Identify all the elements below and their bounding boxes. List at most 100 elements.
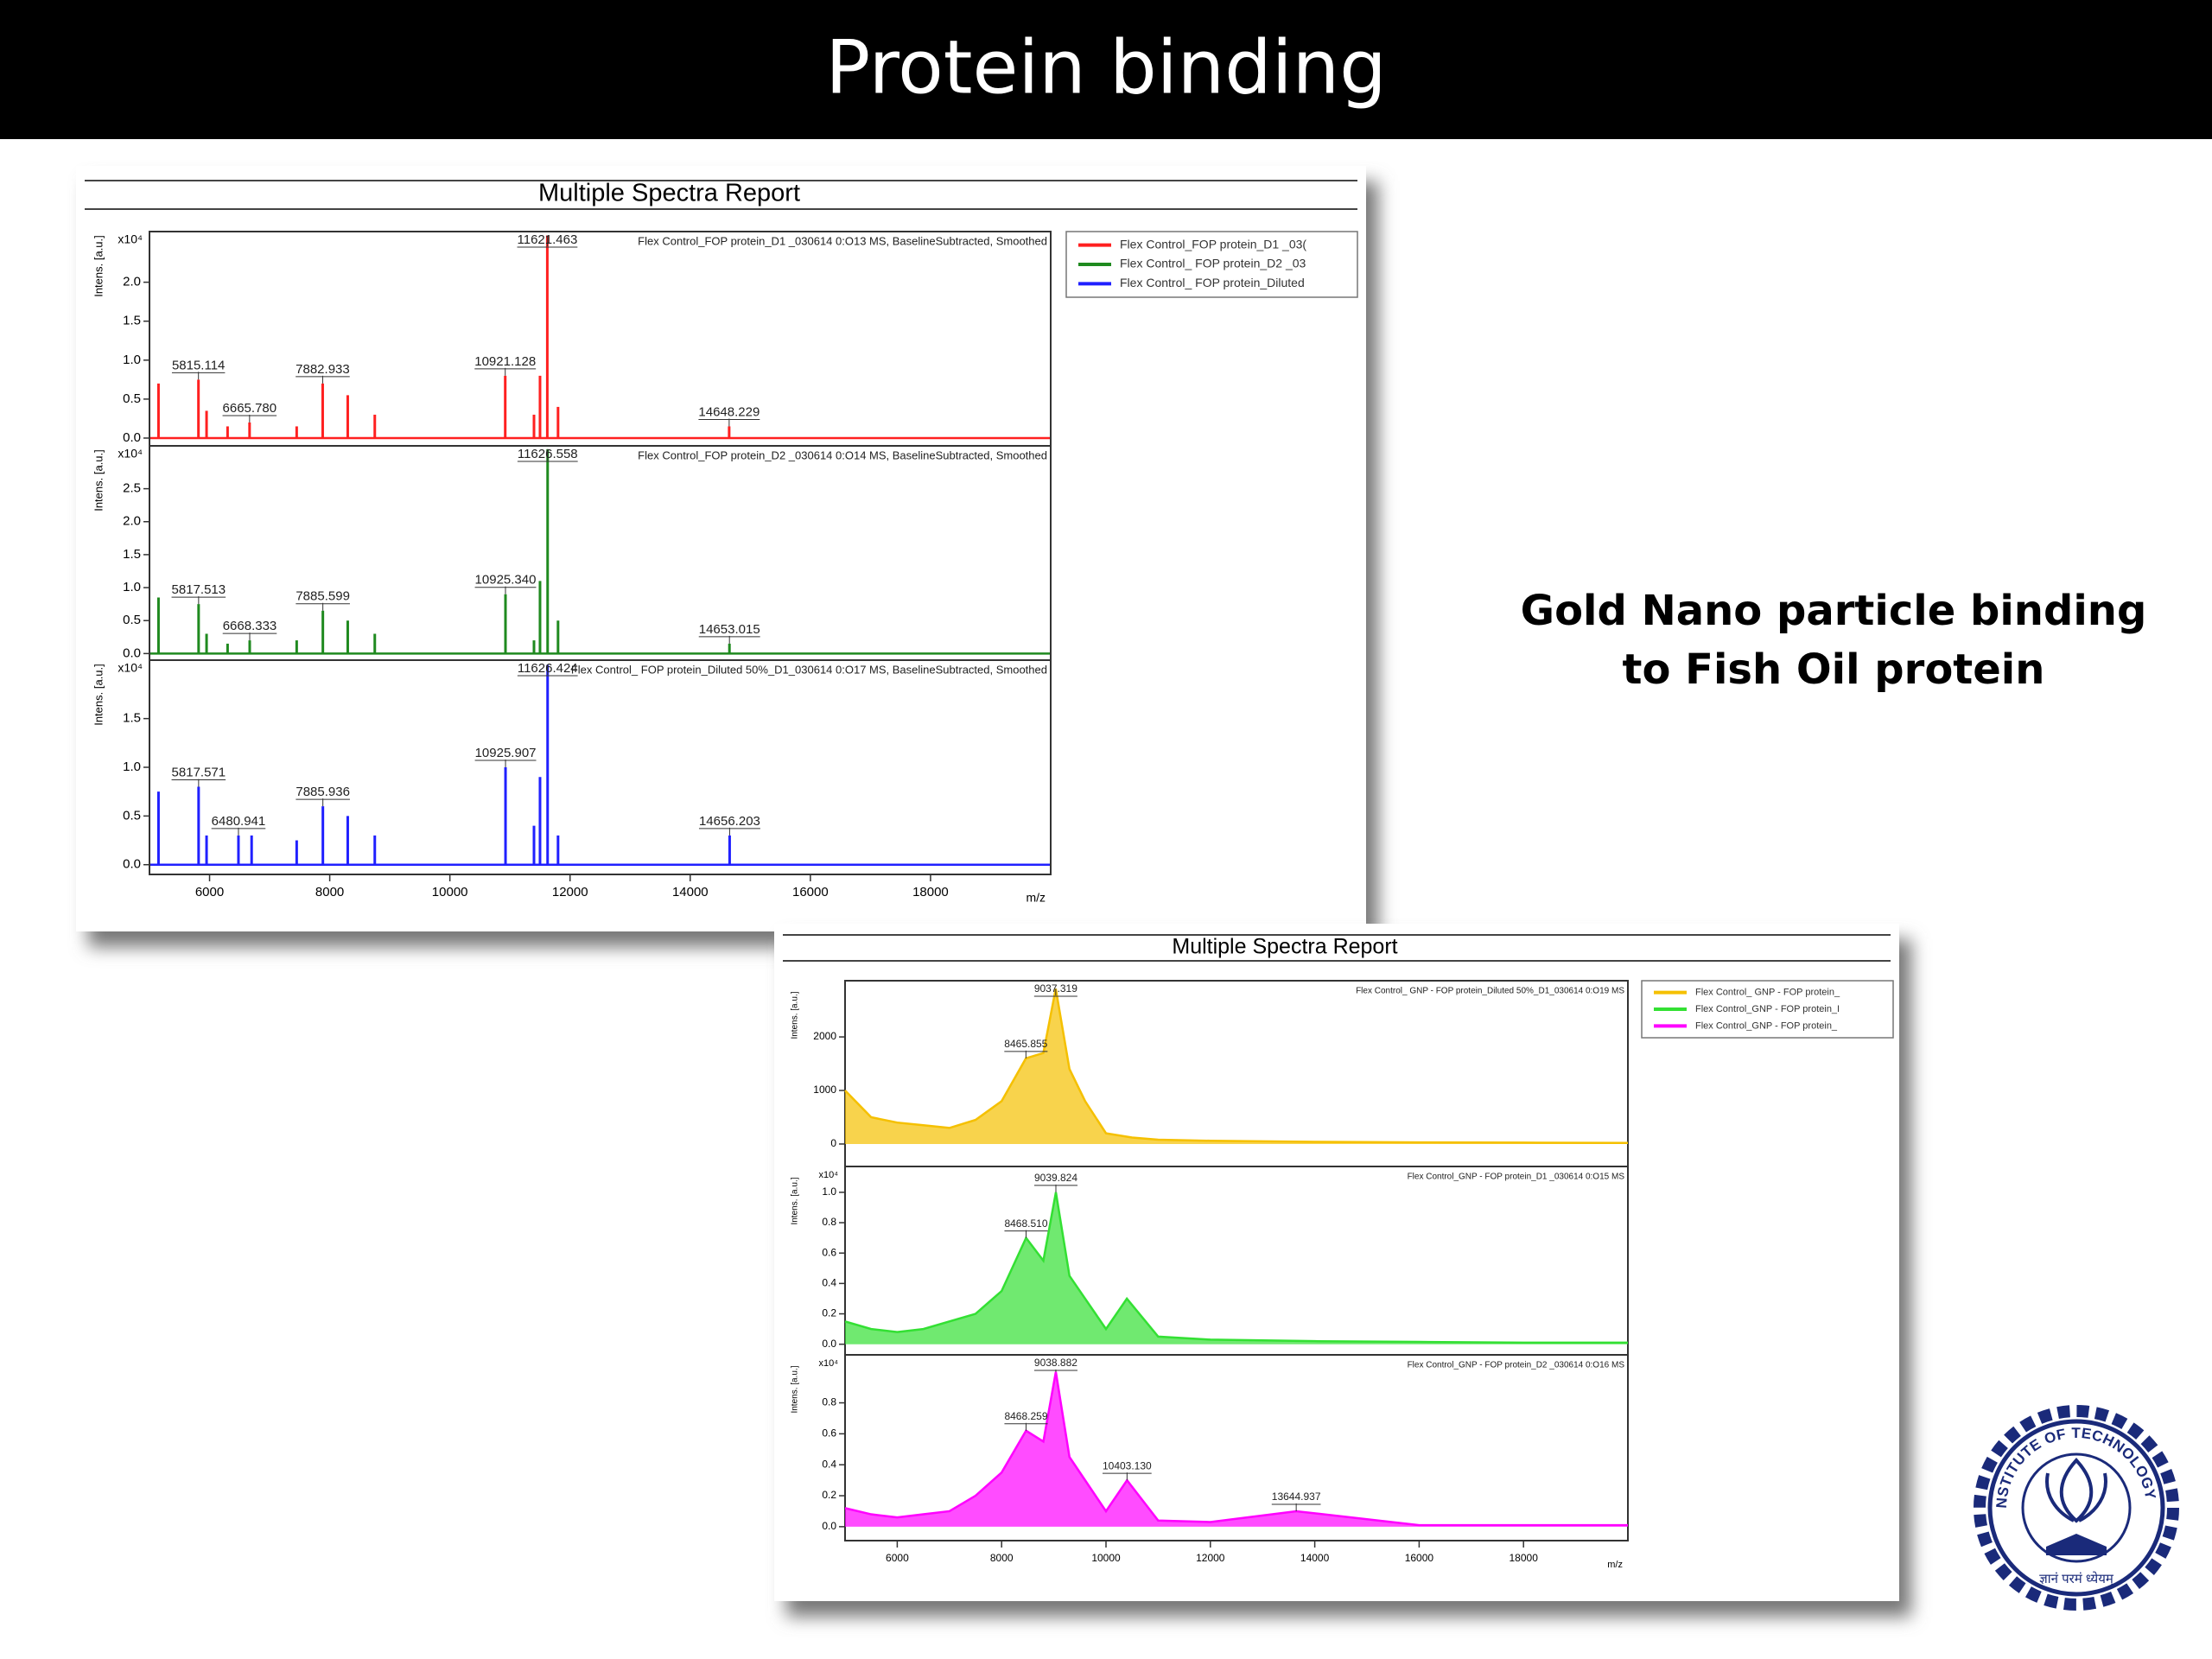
y-axis-label: Intens. [a.u.]	[92, 664, 105, 726]
peak-label: 10925.340	[475, 573, 537, 588]
peak-label: 7882.933	[296, 362, 350, 377]
y-tick-label: 0.2	[822, 1489, 836, 1501]
charts: Multiple Spectra Report Flex Control_FOP …	[76, 166, 1911, 1617]
peak-label: 10921.128	[474, 354, 536, 369]
x-axis-label: m/z	[1026, 891, 1046, 905]
y-tick-label: 1.0	[822, 1185, 836, 1198]
legend-label: Flex Control_ GNP - FOP protein_	[1695, 987, 1840, 997]
spectrum-panel: Intens. [a.u.] x10⁴ Flex Control_GNP - FOP…	[791, 1354, 1629, 1541]
peak-label: 10403.130	[1103, 1459, 1152, 1471]
spectrum-area	[845, 1371, 1628, 1527]
x-tick-label: 6000	[886, 1552, 909, 1564]
plot-area: 8468.259 9038.882 10403.130 13644.937	[844, 1357, 1628, 1527]
peak-label: 14653.015	[699, 622, 760, 637]
spectrum-panel: Intens. [a.u.] x10⁴ Flex Control_FOP prote…	[92, 231, 1052, 447]
y-tick-label: 0.0	[123, 857, 141, 872]
x-tick-label: 12000	[552, 885, 588, 899]
spectrum-panel: Intens. [a.u.] x10⁴ Flex Control_GNP - FOP…	[791, 1166, 1629, 1356]
legend-box	[1065, 231, 1358, 298]
y-tick-label: 0.0	[123, 645, 141, 660]
peak-label: 9039.824	[1034, 1172, 1077, 1184]
y-tick-label: 1.0	[123, 353, 141, 367]
peak-label: 8468.259	[1004, 1410, 1047, 1422]
y-tick-label: 0.6	[822, 1427, 836, 1440]
peak-label: 11626.558	[518, 447, 578, 461]
y-tick-label: 0.0	[822, 1338, 836, 1350]
y-tick-label: 0.5	[123, 613, 141, 627]
x-tick-label: 14000	[1300, 1552, 1330, 1564]
x-tick-label: 8000	[990, 1552, 1014, 1564]
y-tick-label: 1.5	[123, 314, 141, 328]
y-axis-label: Intens. [a.u.]	[791, 1365, 800, 1413]
title-bar	[0, 0, 2212, 139]
spectrum-area	[845, 988, 1628, 1144]
y-tick-label: 0.6	[822, 1246, 836, 1258]
panel-title: Flex Control_FOP protein_D1 _030614 0:O1…	[638, 234, 1047, 247]
panel-title: Flex Control_ GNP - FOP protein_Diluted …	[1356, 987, 1624, 996]
x-tick-label: 10000	[432, 885, 468, 899]
y-tick-label: 0.4	[822, 1277, 836, 1289]
peak-label: 5817.571	[172, 766, 226, 780]
y-tick-label: 2.0	[123, 275, 141, 289]
plot-area: 8468.510 9039.824	[844, 1172, 1628, 1344]
y-multiplier: x10⁴	[819, 1358, 839, 1369]
legend-label: Flex Control_GNP - FOP protein_	[1695, 1020, 1838, 1031]
peak-label: 9038.882	[1034, 1357, 1077, 1369]
x-tick-label: 10000	[1091, 1552, 1121, 1564]
plot-area: 5817.513 6668.333 7885.599 10925.340 11626.5…	[150, 447, 1050, 655]
spectrum-panel: Intens. [a.u.] x10⁴ Flex Control_FOP prote…	[92, 445, 1052, 661]
caption-line: to Fish Oil protein	[1623, 645, 2045, 694]
x-tick-label: 16000	[1405, 1552, 1434, 1564]
x-axis-label: m/z	[1607, 1560, 1623, 1570]
panel-frame	[844, 1354, 1629, 1541]
peak-label: 8468.510	[1004, 1217, 1047, 1230]
logo-inner	[2021, 1452, 2132, 1563]
logo-ring	[1987, 1419, 2165, 1597]
y-multiplier: x10⁴	[118, 232, 143, 246]
y-tick-label: 0.8	[822, 1396, 836, 1408]
report-title: Multiple Spectra Report	[538, 180, 800, 207]
x-tick-label: 8000	[315, 885, 344, 899]
peak-label: 11621.463	[518, 232, 578, 247]
peak-label: 8465.855	[1004, 1038, 1047, 1050]
plot-area: 8465.855 9037.319	[844, 982, 1629, 1144]
peak-label: 13644.937	[1272, 1491, 1321, 1503]
y-tick-label: 0.2	[822, 1307, 836, 1319]
peak-label: 6480.941	[212, 814, 266, 829]
y-tick-label: 1.5	[123, 547, 141, 562]
panel-title: Flex Control_GNP - FOP protein_D1 _03061…	[1408, 1173, 1625, 1182]
peak-label: 7885.936	[296, 785, 350, 799]
y-axis-label: Intens. [a.u.]	[92, 449, 105, 512]
peak-label: 6665.780	[223, 401, 277, 416]
spectrum-line	[844, 1192, 1628, 1344]
y-tick-label: 0.4	[822, 1458, 836, 1470]
report-title: Multiple Spectra Report	[1172, 935, 1397, 959]
peak-label: 7885.599	[296, 589, 350, 604]
legend-label: Flex Control_ FOP protein_Diluted	[1120, 276, 1305, 289]
y-tick-label: 1.5	[123, 711, 141, 726]
y-tick-label: 0.0	[123, 430, 141, 445]
y-axis-label: Intens. [a.u.]	[92, 235, 105, 297]
spectra-report: Multiple Spectra Report Flex Control_ GNP…	[774, 924, 1911, 1617]
spectrum-panel: Intens. [a.u.] x10⁴ Flex Control_ FOP prot…	[92, 659, 1052, 875]
legend-label: Flex Control_GNP - FOP protein_I	[1695, 1004, 1840, 1014]
x-tick-label: 18000	[912, 885, 949, 899]
y-tick-label: 2000	[813, 1030, 836, 1042]
logo-gear	[1974, 1405, 2179, 1611]
x-tick-label: 14000	[672, 885, 709, 899]
spectrum-area	[845, 1192, 1628, 1344]
y-tick-label: 1000	[813, 1084, 836, 1096]
x-tick-label: 16000	[792, 885, 829, 899]
spectra-report: Multiple Spectra Report Flex Control_FOP …	[76, 166, 1378, 947]
peak-label: 5817.513	[172, 582, 226, 597]
x-tick-label: 18000	[1510, 1552, 1539, 1564]
plot-area: 5817.571 6480.941 7885.936 10925.907 11626.4…	[150, 661, 1050, 866]
y-multiplier: x10⁴	[118, 661, 143, 675]
y-tick-label: 0.0	[822, 1520, 836, 1532]
peak-label: 5815.114	[172, 358, 225, 372]
x-tick-label: 12000	[1196, 1552, 1225, 1564]
peak-label: 6668.333	[223, 619, 277, 633]
y-tick-label: 0.8	[822, 1216, 836, 1228]
y-tick-label: 2.0	[123, 514, 141, 529]
